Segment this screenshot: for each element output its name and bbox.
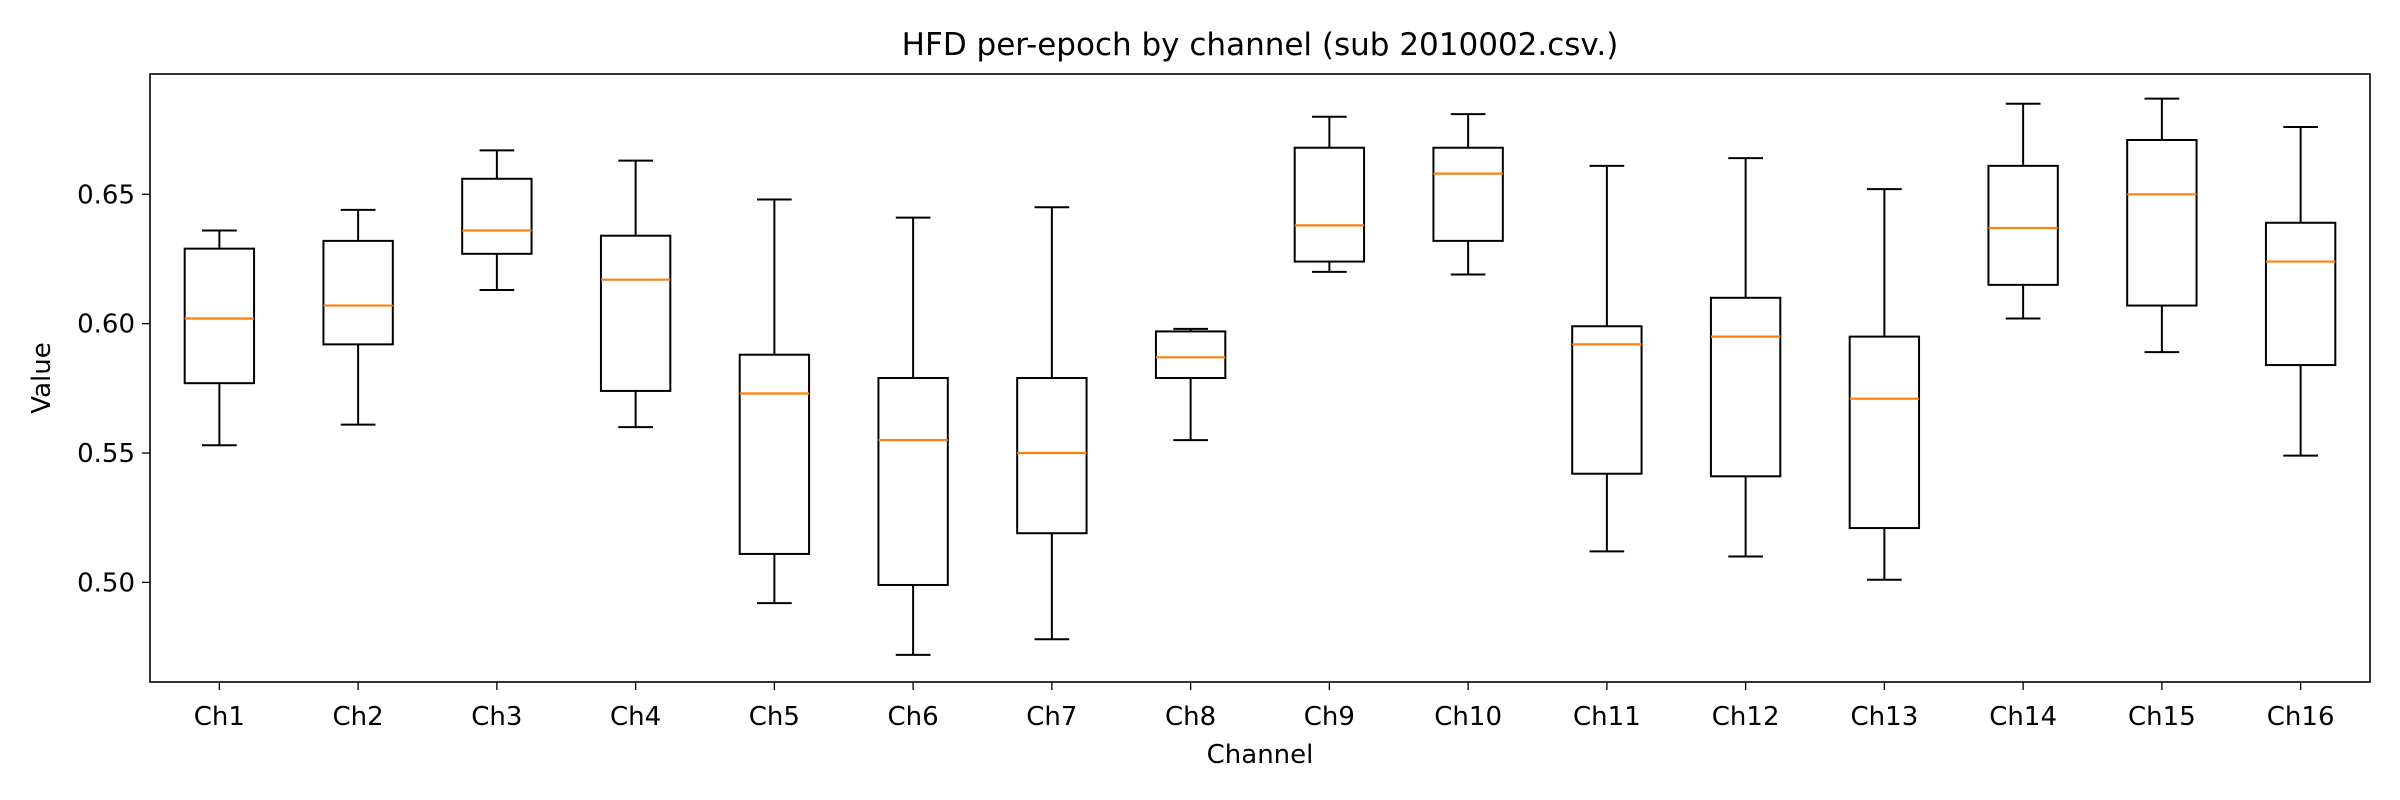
iqr-box: [1016, 377, 1088, 535]
box-ch6: [877, 216, 949, 656]
x-tick-label: Ch10: [1434, 702, 1502, 732]
x-tick-label: Ch9: [1304, 702, 1355, 732]
plot-area-frame: [149, 73, 2371, 683]
x-tick-label: Ch5: [749, 702, 800, 732]
iqr-box: [2264, 221, 2337, 367]
iqr-box: [1709, 296, 1782, 478]
y-axis-label: Value: [27, 342, 57, 413]
iqr-box: [1987, 164, 2059, 286]
iqr-box: [2126, 138, 2198, 307]
x-tick-label: Ch13: [1851, 702, 1919, 732]
iqr-box: [461, 177, 533, 255]
iqr-box: [877, 377, 949, 586]
box-ch2: [322, 208, 394, 426]
box-ch1: [183, 229, 256, 447]
iqr-box: [1571, 325, 1643, 475]
x-tick-label: Ch11: [1573, 702, 1641, 732]
y-tick-label: 0.50: [77, 568, 135, 598]
box-ch11: [1571, 164, 1643, 553]
iqr-box: [599, 234, 672, 392]
chart-title: HFD per-epoch by channel (sub 2010002.cs…: [902, 27, 1619, 63]
x-tick-label: Ch8: [1165, 702, 1216, 732]
box-ch10: [1432, 113, 1504, 276]
box-ch4: [599, 159, 672, 429]
box-ch7: [1016, 206, 1088, 641]
box-ch9: [1293, 115, 1366, 273]
iqr-box: [1154, 330, 1227, 379]
iqr-box: [322, 239, 394, 346]
x-axis-label: Channel: [1207, 740, 1314, 770]
x-tick-label: Ch12: [1712, 702, 1780, 732]
box-ch5: [738, 198, 811, 605]
x-tick-label: Ch3: [471, 702, 522, 732]
x-tick-label: Ch4: [610, 702, 661, 732]
x-tick-label: Ch16: [2267, 702, 2335, 732]
box-ch15: [2126, 97, 2198, 354]
y-axis: 0.50 0.55 0.60 0.65: [77, 180, 150, 598]
iqr-box: [1848, 335, 1921, 530]
iqr-box: [1293, 146, 1366, 263]
iqr-box: [738, 353, 811, 555]
x-tick-label: Ch6: [888, 702, 939, 732]
x-tick-label: Ch15: [2128, 702, 2196, 732]
x-tick-label: Ch7: [1026, 702, 1077, 732]
box-ch3: [461, 149, 533, 292]
x-axis: Ch1 Ch2 Ch3 Ch4 Ch5 Ch6 Ch7 Ch8 Ch9 Ch10 Ch11 Ch12 C…: [194, 682, 2335, 732]
box-ch12: [1709, 157, 1782, 558]
x-tick-label: Ch2: [333, 702, 384, 732]
box-ch8: [1154, 327, 1227, 442]
box-ch13: [1848, 188, 1921, 581]
iqr-box: [183, 247, 256, 385]
x-tick-label: Ch1: [194, 702, 245, 732]
y-tick-label: 0.60: [77, 310, 135, 340]
iqr-box: [1432, 146, 1504, 242]
boxes-layer: [183, 97, 2337, 656]
box-ch16: [2264, 126, 2337, 457]
y-tick-label: 0.65: [77, 180, 135, 210]
x-tick-label: Ch14: [1989, 702, 2057, 732]
box-ch14: [1987, 102, 2059, 320]
y-tick-label: 0.55: [77, 439, 135, 469]
